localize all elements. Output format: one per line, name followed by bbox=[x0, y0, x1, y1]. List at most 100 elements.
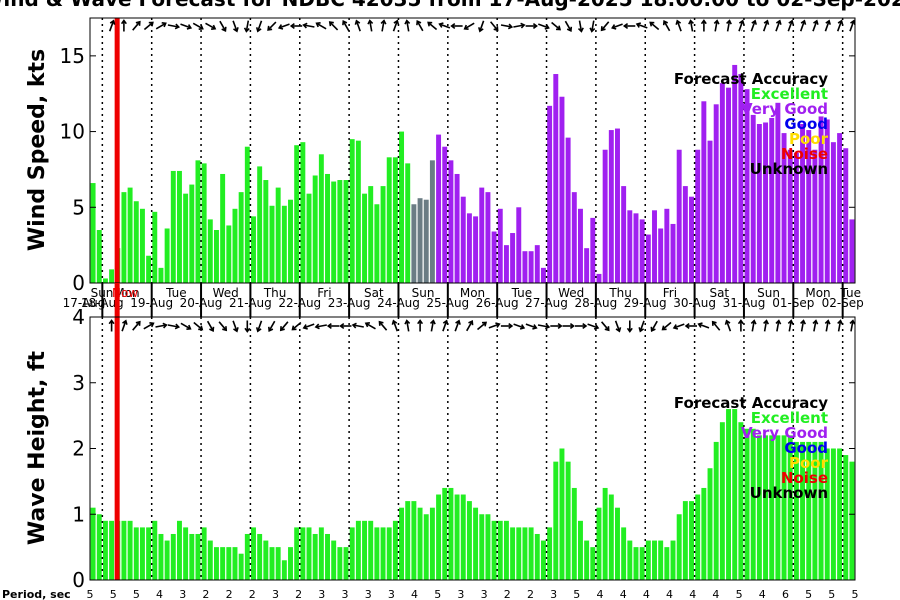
wave-direction-arrow bbox=[442, 319, 449, 332]
period-value: 4 bbox=[597, 588, 604, 600]
wind-bar bbox=[473, 216, 479, 283]
wind-bar bbox=[689, 196, 694, 283]
wave-bar bbox=[602, 487, 608, 580]
wave-bar bbox=[96, 514, 102, 580]
wave-bar bbox=[528, 527, 534, 580]
wave-bar bbox=[380, 527, 386, 580]
wave-direction-arrow bbox=[763, 319, 770, 332]
wave-bar bbox=[176, 520, 182, 580]
wave-bar bbox=[843, 455, 849, 580]
wind-direction-arrow bbox=[132, 20, 141, 31]
wind-bar bbox=[189, 184, 195, 283]
wind-direction-arrow bbox=[367, 19, 374, 32]
wave-bar bbox=[300, 527, 306, 580]
wave-direction-arrow bbox=[193, 321, 204, 331]
wave-bar bbox=[806, 441, 812, 580]
wind-bar bbox=[386, 157, 392, 283]
wave-bar bbox=[787, 435, 793, 580]
wave-bar bbox=[331, 540, 337, 580]
wind-direction-arrow bbox=[192, 22, 204, 30]
period-value: 5 bbox=[736, 588, 743, 600]
wind-bar bbox=[275, 187, 281, 283]
wind-bar bbox=[516, 207, 522, 283]
wave-bar bbox=[411, 501, 417, 580]
wave-bar bbox=[578, 520, 583, 580]
wind-direction-arrow bbox=[167, 23, 181, 30]
day-name-label: Mon bbox=[805, 286, 830, 300]
wind-bar bbox=[658, 228, 664, 283]
date-label: 17-Aug bbox=[63, 296, 106, 310]
wave-y-tick-label: 1 bbox=[72, 502, 85, 526]
wave-bar bbox=[775, 435, 781, 580]
wind-bar bbox=[528, 251, 534, 283]
wind-direction-arrows bbox=[108, 19, 856, 33]
wind-direction-arrow bbox=[255, 20, 263, 33]
wave-bar bbox=[170, 533, 176, 580]
wave-direction-arrow bbox=[108, 319, 115, 332]
wind-bar bbox=[559, 96, 565, 284]
wind-direction-arrow bbox=[662, 19, 671, 32]
wave-bar bbox=[793, 441, 799, 580]
wave-direction-arrow bbox=[650, 320, 658, 332]
wave-legend-poor: Poor bbox=[789, 454, 829, 472]
wind-bar bbox=[695, 149, 701, 283]
day-name-label: Tue bbox=[165, 286, 187, 300]
wave-legend-title: Forecast Accuracy bbox=[674, 394, 828, 412]
wind-bar bbox=[343, 180, 349, 283]
period-value: 4 bbox=[620, 588, 627, 600]
wind-direction-arrow bbox=[342, 19, 350, 32]
wind-day-grid bbox=[101, 18, 844, 283]
wind-bar bbox=[553, 74, 559, 283]
wind-bar bbox=[127, 187, 133, 283]
wave-bar bbox=[386, 527, 392, 580]
wave-y-axis-label: Wave Height, ft bbox=[25, 350, 50, 545]
wave-bar bbox=[756, 435, 762, 580]
wave-direction-arrow bbox=[575, 322, 588, 330]
wind-bar bbox=[448, 160, 454, 283]
wind-bar bbox=[479, 187, 485, 283]
period-value: 3 bbox=[272, 588, 279, 600]
wind-bar bbox=[349, 139, 355, 283]
wind-bar bbox=[652, 210, 657, 283]
wave-bar bbox=[269, 547, 275, 581]
wave-bar bbox=[121, 520, 127, 580]
wind-direction-arrow bbox=[267, 21, 277, 31]
wave-bar bbox=[288, 547, 293, 581]
wave-direction-arrow bbox=[488, 322, 501, 329]
wave-bar bbox=[201, 527, 207, 580]
wave-bar bbox=[522, 527, 528, 580]
wind-bar bbox=[294, 145, 300, 283]
wind-bar bbox=[756, 124, 762, 283]
wind-direction-arrow bbox=[688, 19, 694, 32]
wind-bar bbox=[812, 149, 818, 283]
wind-direction-arrow bbox=[180, 23, 193, 30]
wave-bar bbox=[812, 441, 818, 580]
wave-bar bbox=[343, 547, 349, 581]
period-value: 5 bbox=[852, 588, 859, 600]
wave-direction-arrow bbox=[417, 319, 424, 332]
period-row: Period, sec 5 5 5 4 3 2 2 2 3 2 3 3 3 3 4 5 3 3 2 2 3 5 4 4 4 4 4 4… bbox=[2, 588, 859, 600]
wave-bar bbox=[627, 540, 633, 580]
wind-bar bbox=[380, 186, 386, 283]
wave-bar bbox=[689, 501, 694, 580]
period-label: Period, sec bbox=[2, 588, 71, 600]
wave-direction-arrow bbox=[378, 320, 388, 331]
wind-bar bbox=[738, 74, 744, 283]
wind-direction-arrow bbox=[700, 19, 707, 32]
wave-bar bbox=[763, 435, 769, 580]
wave-bar bbox=[584, 540, 590, 580]
wave-direction-arrow bbox=[849, 319, 856, 332]
wave-bar bbox=[139, 527, 145, 580]
wave-bar bbox=[257, 533, 263, 580]
wave-bar bbox=[540, 540, 546, 580]
wave-direction-arrow bbox=[638, 320, 645, 333]
wave-legend-excellent: Excellent bbox=[751, 409, 828, 427]
wind-bar bbox=[170, 170, 176, 283]
wind-bar bbox=[257, 166, 263, 283]
period-value: 3 bbox=[179, 588, 186, 600]
wave-direction-arrow bbox=[837, 319, 844, 332]
wind-bar bbox=[306, 193, 312, 283]
wave-bar bbox=[769, 435, 775, 580]
wave-direction-arrow bbox=[550, 322, 563, 330]
wind-bar bbox=[621, 186, 627, 283]
